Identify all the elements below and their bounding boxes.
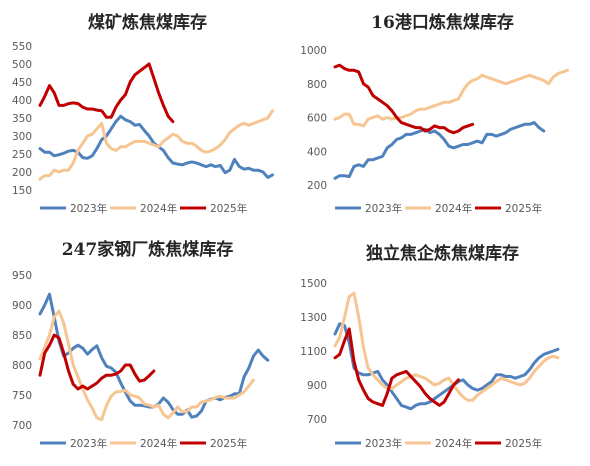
y-tick-label: 1300 xyxy=(300,312,327,324)
y-tick-label: 900 xyxy=(307,380,327,392)
y-tick-label: 500 xyxy=(12,59,32,71)
y-tick-label: 400 xyxy=(12,95,32,107)
chart-svg: 16港口炼焦煤库存 200 400 600 800 1000 2023年 2024年 2025年 xyxy=(300,12,569,215)
legend-label: 2023年 xyxy=(365,437,402,450)
series-line-2024 xyxy=(333,68,569,128)
y-tick-label: 150 xyxy=(12,185,32,197)
y-tick-label: 850 xyxy=(12,330,32,342)
y-tick-label: 800 xyxy=(12,360,32,372)
series-line-2025 xyxy=(333,63,475,135)
y-tick-label: 1500 xyxy=(300,278,327,290)
chart-panel-independent-coking: 独立焦企炼焦煤库存 700 900 1100 1300 1500 2023年 2024年 202… xyxy=(295,233,590,466)
legend-label: 2023年 xyxy=(365,202,402,215)
chart-panel-16-ports: 16港口炼焦煤库存 200 400 600 800 1000 2023年 2024年 2025年 xyxy=(295,0,590,233)
legend-label: 2024年 xyxy=(140,437,177,450)
chart-title: 独立焦企炼焦煤库存 xyxy=(366,243,519,264)
y-tick-label: 550 xyxy=(12,41,32,53)
y-tick-label: 200 xyxy=(12,167,32,179)
y-tick-label: 900 xyxy=(12,300,32,312)
y-tick-label: 700 xyxy=(307,414,327,426)
series-line-2024 xyxy=(38,309,255,422)
series-line-2025 xyxy=(333,327,460,407)
chart-title: 煤矿炼焦煤库存 xyxy=(88,12,207,33)
y-tick-label: 950 xyxy=(12,270,32,282)
y-tick-label: 300 xyxy=(12,131,32,143)
legend-label: 2025年 xyxy=(210,437,247,450)
y-tick-label: 400 xyxy=(307,146,327,158)
chart-title: 247家钢厂炼焦煤库存 xyxy=(62,239,234,260)
chart-svg: 247家钢厂炼焦煤库存 700 750 800 850 900 950 2023年 2024年 2… xyxy=(12,239,270,450)
chart-title: 16港口炼焦煤库存 xyxy=(371,12,514,33)
y-tick-label: 1000 xyxy=(300,45,327,57)
series-line-2025 xyxy=(38,333,156,391)
y-tick-label: 750 xyxy=(12,390,32,402)
series-line-2025 xyxy=(38,62,175,124)
legend-label: 2024年 xyxy=(435,202,472,215)
legend-label: 2025年 xyxy=(210,202,247,215)
legend-label: 2025年 xyxy=(505,437,542,450)
chart-panel-coal-mine: 煤矿炼焦煤库存 150 200 250 300 350 400 450 500 550 2023年 2… xyxy=(0,0,295,233)
y-tick-label: 700 xyxy=(12,420,32,432)
y-tick-label: 1100 xyxy=(300,346,327,358)
y-tick-label: 800 xyxy=(307,79,327,91)
y-tick-label: 600 xyxy=(307,113,327,125)
legend-label: 2023年 xyxy=(70,437,107,450)
chart-svg: 煤矿炼焦煤库存 150 200 250 300 350 400 450 500 550 2023年 2… xyxy=(12,12,274,215)
series-line-2023 xyxy=(333,121,546,180)
y-tick-label: 250 xyxy=(12,149,32,161)
series-line-2024 xyxy=(38,109,274,181)
y-tick-label: 450 xyxy=(12,77,32,89)
legend-label: 2023年 xyxy=(70,202,107,215)
y-tick-label: 350 xyxy=(12,113,32,125)
chart-panel-247-steel-mills: 247家钢厂炼焦煤库存 700 750 800 850 900 950 2023年 2024年 2… xyxy=(0,233,295,466)
legend-label: 2024年 xyxy=(435,437,472,450)
legend-label: 2025年 xyxy=(505,202,542,215)
y-tick-label: 200 xyxy=(307,180,327,192)
series-line-2024 xyxy=(333,291,560,402)
legend-label: 2024年 xyxy=(140,202,177,215)
chart-svg: 独立焦企炼焦煤库存 700 900 1100 1300 1500 2023年 2024年 202… xyxy=(300,243,560,450)
